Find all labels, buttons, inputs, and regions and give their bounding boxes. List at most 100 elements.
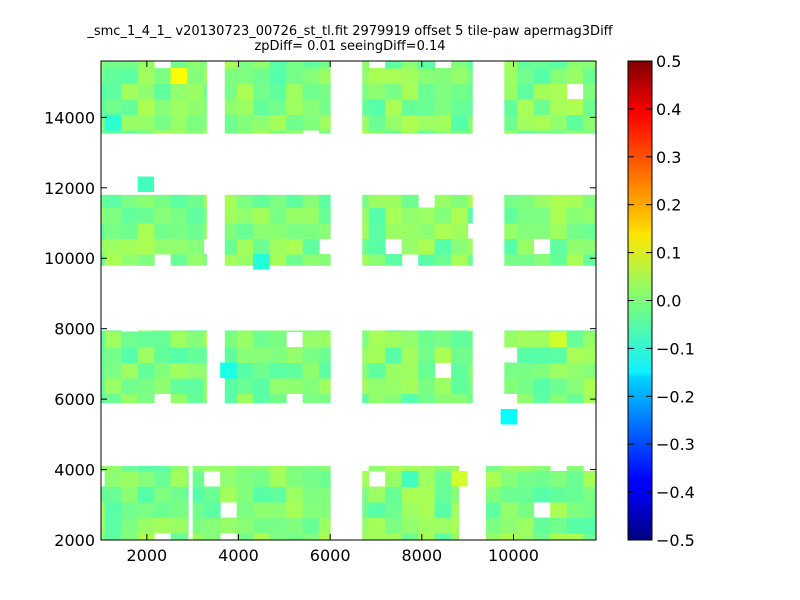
heatmap-cell xyxy=(533,83,551,100)
heatmap-cell xyxy=(566,99,584,116)
heatmap-cell xyxy=(203,114,207,131)
heatmap-cell xyxy=(566,68,584,85)
heatmap-cell xyxy=(385,532,403,540)
heatmap-cell xyxy=(418,223,436,240)
heatmap-cell xyxy=(137,99,155,116)
heatmap-cell xyxy=(451,194,469,209)
heatmap-cell xyxy=(401,207,419,224)
x-tick-label: 8000 xyxy=(401,546,442,565)
heatmap-cell xyxy=(533,99,551,116)
heatmap-cell xyxy=(203,532,221,540)
heatmap-cell xyxy=(451,223,469,240)
heatmap-cell xyxy=(533,130,551,134)
heatmap-cell xyxy=(451,130,469,134)
heatmap-cell xyxy=(467,83,473,100)
heatmap-cell xyxy=(269,377,287,394)
heatmap-cell xyxy=(451,83,469,100)
heatmap-cell xyxy=(451,254,469,266)
heatmap-cell xyxy=(368,83,386,100)
heatmap-cell xyxy=(203,194,207,209)
heatmap-cell xyxy=(286,68,304,85)
heatmap-cell xyxy=(566,194,584,209)
heatmap-cell xyxy=(121,532,139,540)
heatmap-cell xyxy=(517,486,535,503)
heatmap-cell xyxy=(583,377,596,394)
heatmap-cell xyxy=(362,61,370,69)
heatmap-cell xyxy=(550,501,568,518)
heatmap-cell xyxy=(401,330,419,332)
x-tick-label: 4000 xyxy=(218,546,259,565)
heatmap-cell xyxy=(451,393,469,404)
heatmap-cell xyxy=(418,130,436,134)
heatmap-cell xyxy=(385,99,403,116)
heatmap-cell xyxy=(533,466,551,472)
colorbar-tick-label: 0.4 xyxy=(656,100,681,119)
heatmap-cell xyxy=(517,223,535,240)
heatmap-cell xyxy=(236,68,254,85)
heatmap-cell xyxy=(550,362,568,379)
heatmap-cell xyxy=(154,330,172,332)
heatmap-cell xyxy=(319,362,331,379)
heatmap-cell xyxy=(434,194,452,209)
heatmap-cell xyxy=(362,486,370,503)
heatmap-cell xyxy=(101,194,106,209)
heatmap-cell xyxy=(434,393,452,404)
heatmap-cell xyxy=(362,470,370,487)
heatmap-cell xyxy=(104,130,122,134)
heatmap-cell xyxy=(517,114,535,131)
heatmap-cell xyxy=(517,377,535,394)
heatmap-cell xyxy=(187,517,189,534)
heatmap-cell xyxy=(434,532,452,540)
heatmap-cell xyxy=(401,130,419,134)
heatmap-cell xyxy=(302,532,320,540)
heatmap-cell xyxy=(385,393,403,404)
heatmap-cell xyxy=(154,470,172,487)
heatmap-cell xyxy=(434,68,452,85)
heatmap-cell xyxy=(362,194,370,209)
heatmap-cell xyxy=(418,114,436,131)
heatmap-cell xyxy=(500,466,518,472)
heatmap-cell xyxy=(486,532,502,540)
heatmap-cell xyxy=(154,130,172,134)
heatmap-cell xyxy=(302,486,320,503)
heatmap-cell xyxy=(583,83,596,100)
heatmap-cell xyxy=(302,99,320,116)
heatmap-cell xyxy=(236,130,254,134)
heatmap-cell xyxy=(187,68,205,85)
heatmap-cell xyxy=(566,238,584,255)
heatmap-cell xyxy=(236,377,254,394)
heatmap-cell xyxy=(137,470,155,487)
heatmap-cell xyxy=(500,408,518,425)
heatmap-cell xyxy=(401,486,419,503)
heatmap-cell xyxy=(319,377,331,394)
heatmap-cell xyxy=(451,68,469,85)
heatmap-cell xyxy=(269,346,287,363)
heatmap-cell xyxy=(187,470,189,487)
heatmap-cell xyxy=(533,194,551,209)
heatmap-cell xyxy=(224,346,238,363)
heatmap-cell xyxy=(401,61,419,69)
heatmap-cell xyxy=(517,83,535,100)
heatmap-cell xyxy=(319,466,331,472)
heatmap-cell xyxy=(187,238,205,255)
heatmap-cell xyxy=(101,362,106,379)
heatmap-cell xyxy=(224,99,238,116)
heatmap-cell xyxy=(137,238,155,255)
heatmap-cell xyxy=(269,207,287,224)
heatmap-cell xyxy=(566,207,584,224)
heatmap-cell xyxy=(121,223,139,240)
heatmap-cell xyxy=(302,393,320,404)
heatmap-cell xyxy=(104,238,122,255)
heatmap-cell xyxy=(286,238,304,255)
heatmap-cell xyxy=(187,207,205,224)
heatmap-cell xyxy=(286,223,304,240)
heatmap-cell xyxy=(451,238,469,255)
heatmap-cell xyxy=(434,466,452,472)
heatmap-cell xyxy=(362,346,370,363)
heatmap-cell xyxy=(434,223,452,240)
heatmap-cell xyxy=(504,130,518,134)
heatmap-cell xyxy=(583,61,596,69)
heatmap-cell xyxy=(203,466,221,472)
heatmap-cell xyxy=(467,207,473,224)
heatmap-cell xyxy=(154,377,172,394)
